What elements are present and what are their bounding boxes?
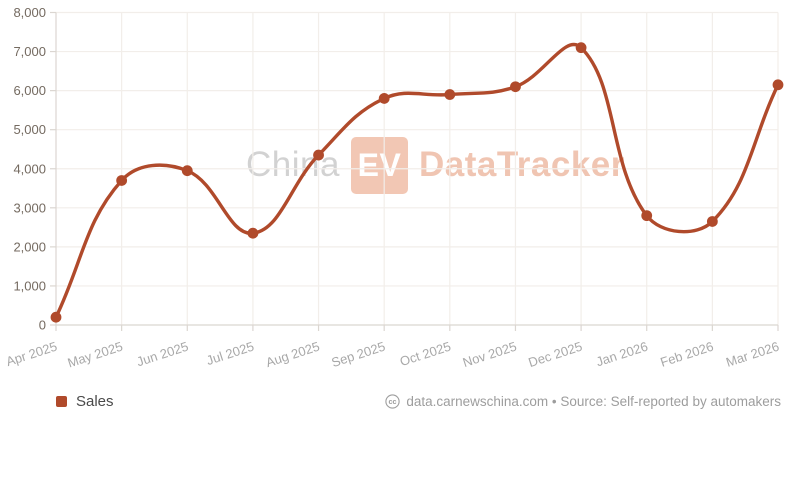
sales-line: [54, 42, 780, 319]
data-point-feb-2026[interactable]: [706, 216, 718, 227]
x-axis-label: Oct 2025: [398, 339, 453, 370]
y-axis-label: 7,000: [13, 44, 46, 59]
y-axis-label: 3,000: [13, 200, 46, 215]
x-axis-label: Mar 2026: [724, 339, 781, 370]
data-point-nov-2025[interactable]: [510, 81, 521, 93]
x-axis-label: Sep 2025: [330, 339, 388, 370]
y-axis-label: 8,000: [13, 5, 46, 20]
data-points: [50, 42, 784, 323]
svg-text:cc: cc: [389, 397, 397, 406]
sales-line-chart: 0 1,000 2,000 3,000 4,000 5,000 6,000 7,000 8,00…: [4, 5, 784, 371]
legend-label-sales: Sales: [76, 392, 114, 410]
x-axis-label: Jul 2025: [204, 339, 255, 368]
axes: [50, 11, 779, 331]
x-axis-label: Nov 2025: [461, 339, 519, 370]
data-point-jul-2025[interactable]: [247, 227, 259, 239]
x-axis-label: May 2025: [66, 339, 125, 371]
x-axis-label: Feb 2026: [658, 339, 715, 370]
gridlines: [56, 11, 779, 325]
y-axis-label: 2,000: [13, 239, 46, 254]
x-axis-label: Dec 2025: [526, 339, 584, 370]
attribution: cc data.carnewschina.com • Source: Self-…: [385, 392, 781, 410]
attribution-text: data.carnewschina.com • Source: Self-rep…: [406, 393, 781, 409]
data-point-oct-2025[interactable]: [444, 89, 456, 100]
y-axis-labels: 0 1,000 2,000 3,000 4,000 5,000 6,000 7,000 8,00…: [13, 5, 46, 333]
data-point-aug-2025[interactable]: [313, 149, 324, 161]
data-point-mar-2026[interactable]: [772, 79, 784, 91]
y-axis-label: 1,000: [13, 278, 46, 293]
y-axis-label: 0: [39, 318, 46, 333]
y-axis-label: 5,000: [13, 122, 46, 137]
x-axis-labels: Apr 2025 May 2025 Jun 2025 Jul 2025 Aug 2025…: [4, 339, 781, 371]
x-axis-label: Apr 2025: [4, 339, 59, 370]
legend-item-sales[interactable]: Sales: [56, 392, 114, 410]
x-axis-label: Jan 2026: [594, 339, 650, 370]
data-point-apr-2025[interactable]: [50, 311, 62, 323]
data-point-sep-2025[interactable]: [378, 93, 390, 104]
x-axis-label: Aug 2025: [264, 339, 322, 370]
data-point-jan-2026[interactable]: [641, 210, 653, 222]
y-axis-label: 4,000: [13, 161, 46, 176]
x-axis-label: Jun 2025: [135, 339, 191, 370]
data-point-jun-2025[interactable]: [181, 165, 193, 177]
cc-license-icon: cc: [385, 393, 400, 409]
y-axis-label: 6,000: [13, 83, 46, 98]
data-point-may-2025[interactable]: [116, 175, 128, 186]
data-point-dec-2025[interactable]: [575, 42, 587, 54]
legend-marker-sales: [56, 395, 67, 407]
